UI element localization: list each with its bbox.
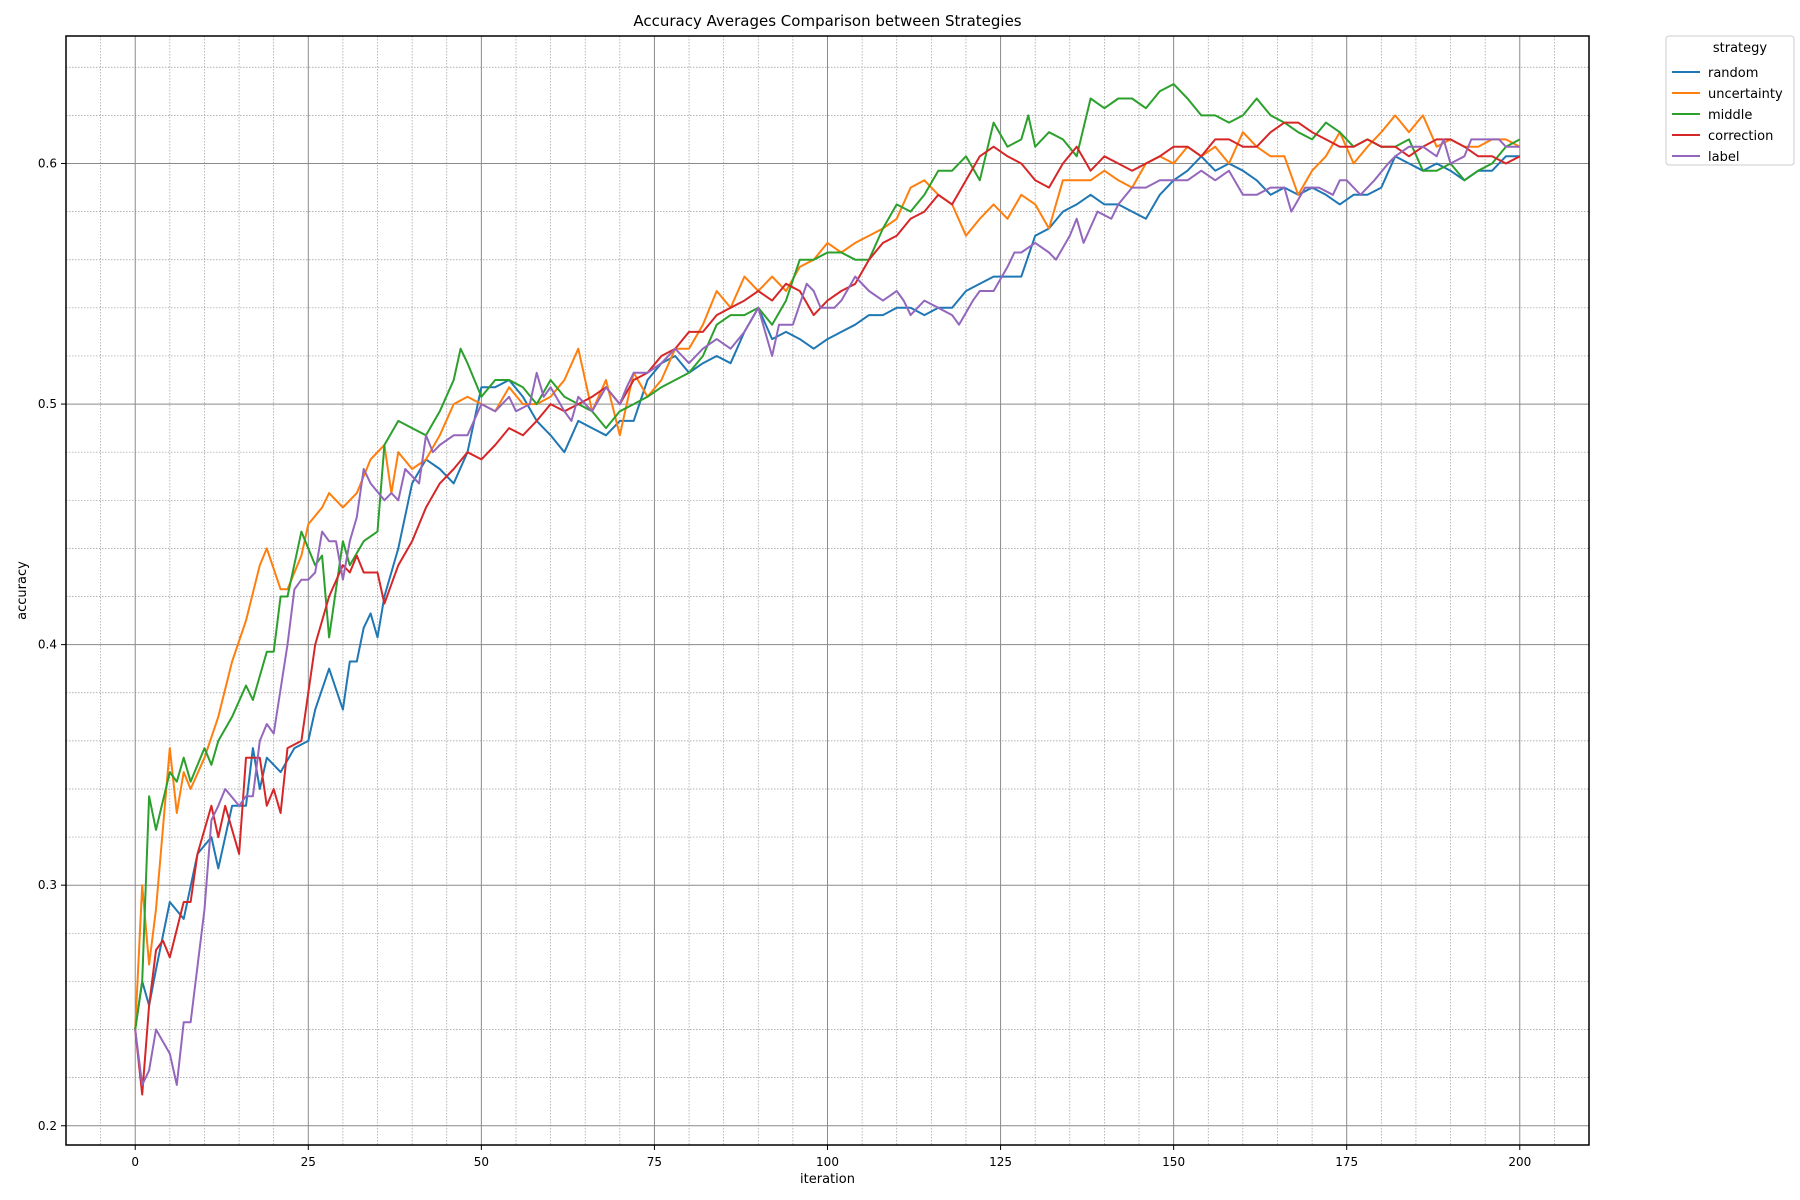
x-tick-label: 200: [1508, 1155, 1531, 1169]
legend-label: label: [1708, 150, 1739, 165]
grid: [66, 36, 1589, 1145]
x-tick-label: 25: [301, 1155, 316, 1169]
y-tick-label: 0.2: [38, 1119, 57, 1133]
series-lines: [134, 83, 1521, 1096]
legend-items: random uncertainty middle correction label: [1672, 66, 1783, 165]
x-tick-label: 100: [816, 1155, 839, 1169]
y-tick-label: 0.4: [38, 638, 57, 652]
x-tick-label: 175: [1335, 1155, 1358, 1169]
series-line-middle: [134, 83, 1521, 1030]
series-line-label: [134, 138, 1520, 1086]
y-tick-label: 0.6: [38, 156, 57, 170]
y-tick-label: 0.3: [38, 878, 57, 892]
x-tick-label: 75: [647, 1155, 662, 1169]
x-tick-label: 50: [474, 1155, 489, 1169]
legend-item-middle: middle: [1672, 108, 1752, 123]
legend-title: strategy: [1713, 41, 1768, 56]
chart-title: Accuracy Averages Comparison between Str…: [633, 12, 1021, 30]
x-tick-label: 150: [1162, 1155, 1185, 1169]
legend-label: correction: [1708, 129, 1773, 144]
axis-ticks: 0 25 50 75 100 125 150 175 200 0.2 0.3 0.4 0.5 0.6: [38, 156, 1531, 1169]
legend-label: random: [1708, 66, 1758, 81]
series-line-correction: [134, 121, 1521, 1096]
x-tick-label: 0: [131, 1155, 139, 1169]
legend-box: [1665, 35, 1795, 166]
legend-item-random: random: [1672, 66, 1758, 81]
x-tick-label: 125: [989, 1155, 1012, 1169]
legend-label: middle: [1708, 108, 1752, 123]
series-line-random: [134, 155, 1520, 1030]
legend: strategy random uncertainty middle correcti…: [1665, 35, 1795, 166]
legend-label: uncertainty: [1708, 87, 1783, 102]
legend-item-uncertainty: uncertainty: [1672, 87, 1783, 102]
series-line-uncertainty: [134, 114, 1521, 1030]
x-axis-label: iteration: [800, 1172, 855, 1187]
y-axis-label: accuracy: [15, 561, 30, 620]
legend-item-label: label: [1672, 150, 1739, 165]
y-tick-label: 0.5: [38, 397, 57, 411]
legend-item-correction: correction: [1672, 129, 1773, 144]
